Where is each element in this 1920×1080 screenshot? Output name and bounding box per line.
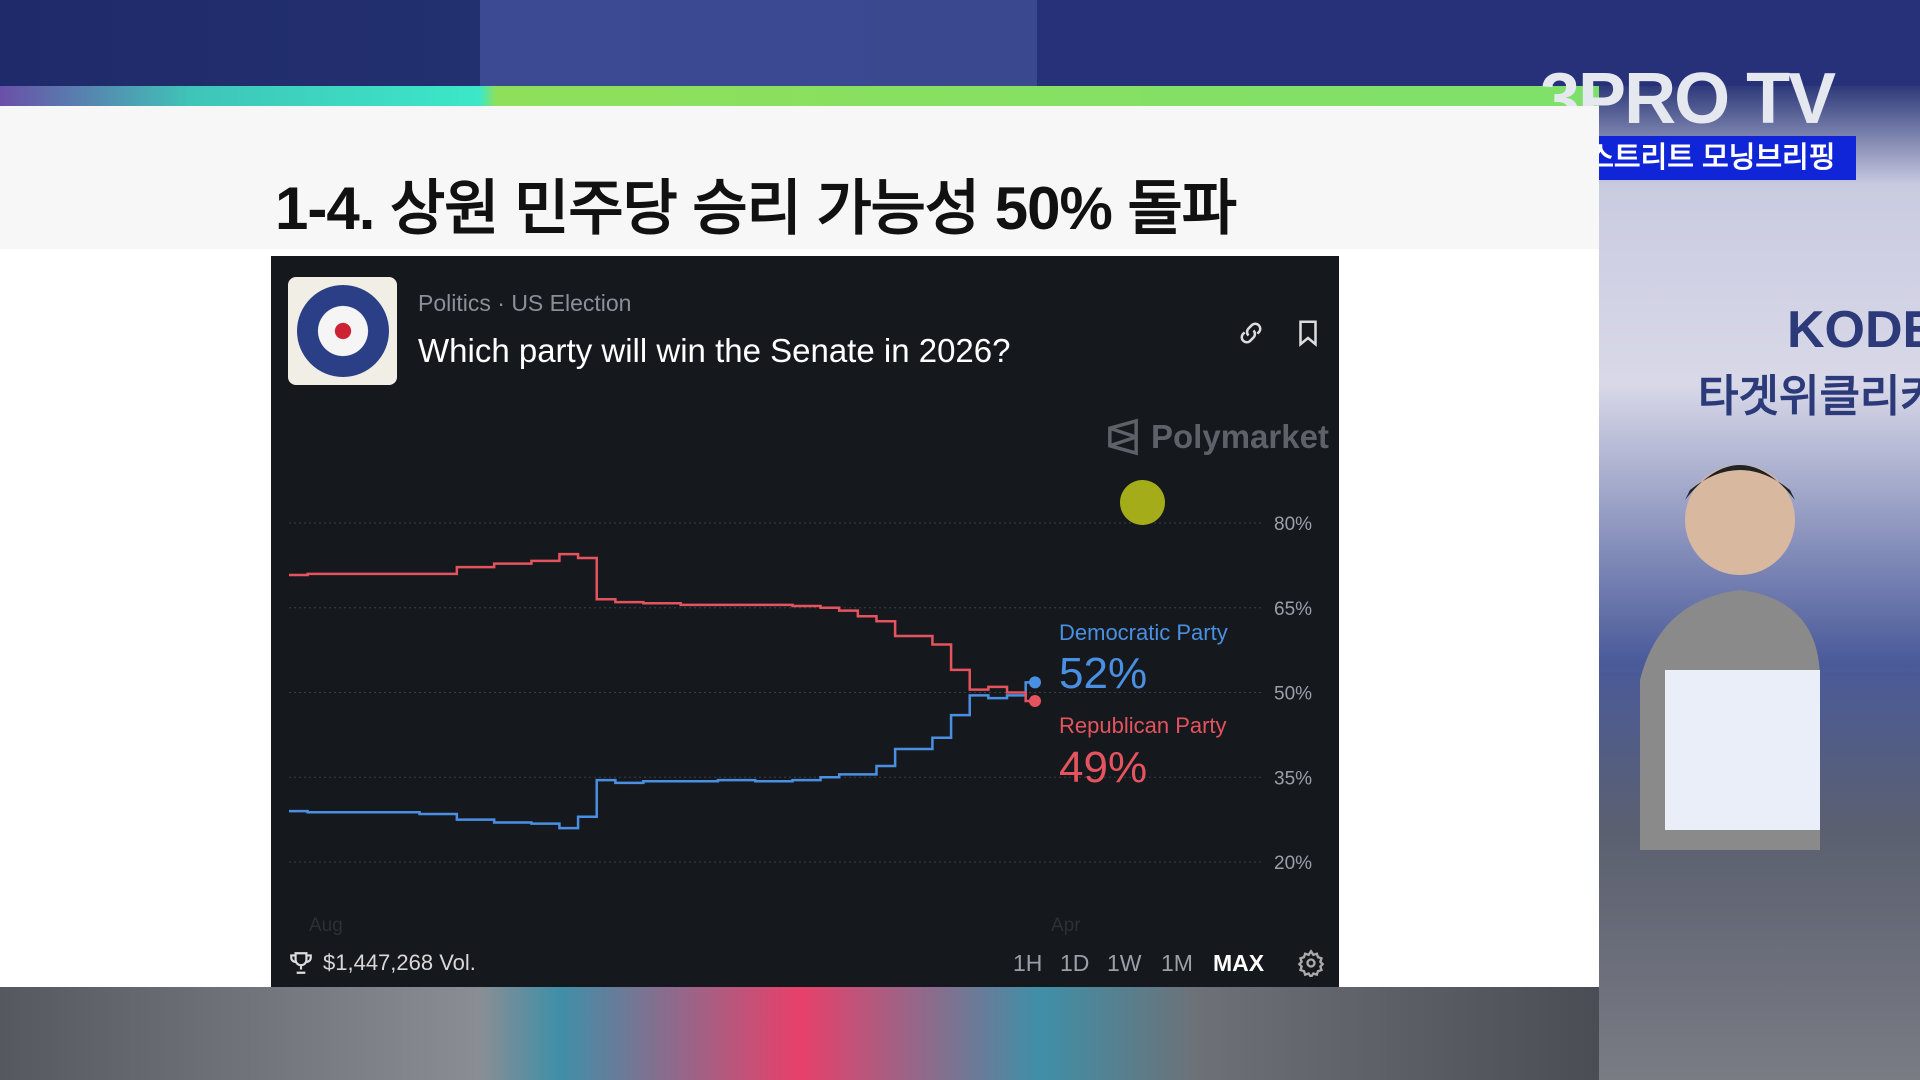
link-icon[interactable] [1236, 318, 1266, 348]
brand-name: Polymarket [1151, 418, 1329, 455]
timeframe-1w[interactable]: 1W [1107, 950, 1142, 976]
timeframe-1m[interactable]: 1M [1161, 950, 1193, 976]
trophy-icon [290, 952, 312, 974]
y-tick-label: 20% [1274, 853, 1312, 874]
timeframe-1d[interactable]: 1D [1060, 950, 1090, 976]
x-tick-label: Aug [309, 915, 343, 936]
backdrop-text: KODE [1787, 301, 1920, 359]
separator: · [497, 290, 505, 316]
market-question: Which party will win the Senate in 2026? [418, 332, 1011, 369]
studio-background [1599, 86, 1920, 1080]
category-link[interactable]: Politics [418, 290, 491, 316]
polymarket-watermark: Polymarket [1105, 418, 1329, 456]
cursor-highlight [1120, 480, 1165, 525]
timeframe-max[interactable]: MAX [1213, 950, 1265, 976]
volume: $1,447,268 Vol. [323, 950, 476, 975]
timeframe-1h[interactable]: 1H [1013, 950, 1043, 976]
studio-floor [0, 987, 1599, 1080]
series-line-republican [289, 552, 1035, 703]
polymarket-card: Politics · US Election Which party will … [271, 256, 1339, 987]
y-tick-label: 50% [1274, 684, 1312, 705]
progress-bar [0, 86, 1600, 106]
presenter [1640, 465, 1820, 850]
breadcrumb: Politics · US Election [418, 290, 631, 317]
x-tick-label: Apr [1051, 915, 1081, 936]
subcategory-link[interactable]: US Election [511, 290, 632, 316]
republican-percent: 49% [1059, 743, 1148, 792]
y-tick-label: 80% [1274, 514, 1312, 535]
y-tick-label: 35% [1274, 768, 1312, 789]
series-line-democratic [289, 681, 1035, 830]
bookmark-icon[interactable] [1293, 318, 1323, 348]
y-tick-label: 65% [1274, 599, 1312, 620]
legend-democratic: Democratic Party [1059, 620, 1228, 645]
slide-title: 1-4. 상원 민주당 승리 가능성 50% 돌파 [275, 175, 1237, 242]
democratic-percent: 52% [1059, 649, 1148, 698]
senate-seal-image [288, 277, 397, 385]
polymarket-logo-icon [1108, 418, 1138, 456]
backdrop-text: 타겟위클리커 [1698, 372, 1920, 421]
price-chart[interactable]: 80% 65% 50% 35% 20% Aug Apr [271, 256, 1339, 987]
gear-icon[interactable] [1297, 949, 1325, 977]
legend-republican: Republican Party [1059, 713, 1227, 738]
series-endpoint [1029, 694, 1041, 707]
series-endpoint [1029, 676, 1041, 689]
top-band [0, 0, 1920, 86]
